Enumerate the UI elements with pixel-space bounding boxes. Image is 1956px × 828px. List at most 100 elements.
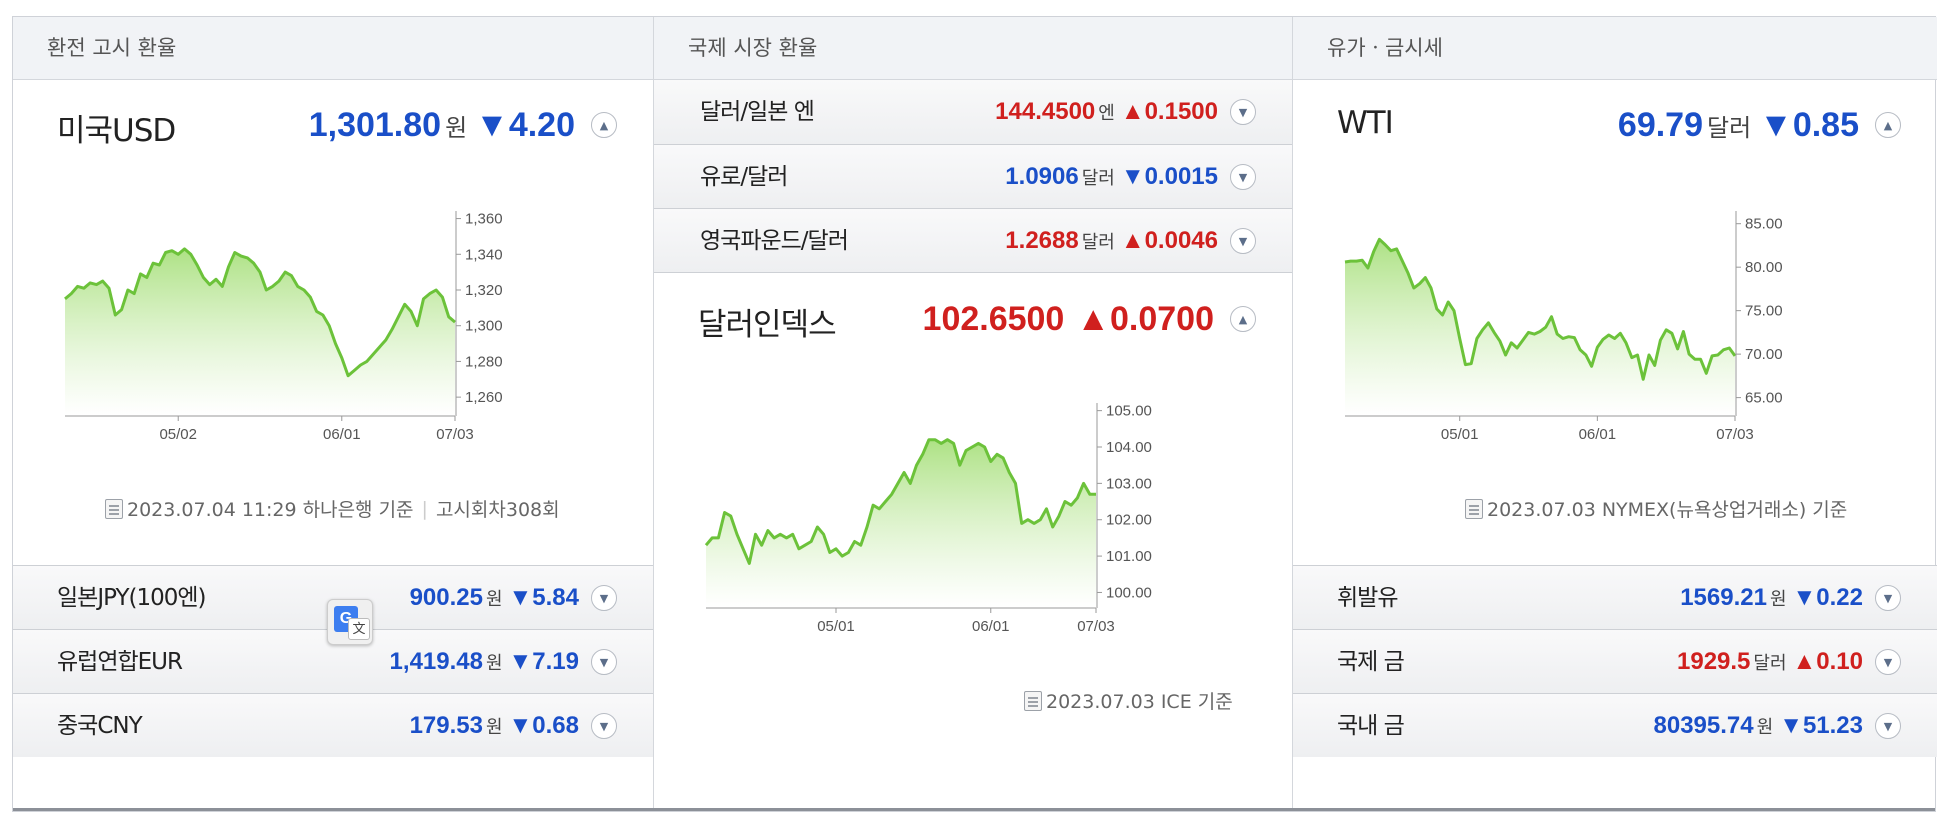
chevron-up-icon[interactable]: ▲ <box>591 112 617 138</box>
chevron-down-icon[interactable]: ▼ <box>591 713 617 739</box>
list-item-gbp-usd[interactable]: 영국파운드/달러 1.2688 달러 ▲0.0046 ▼ <box>654 208 1292 273</box>
x-tick-label: 07/03 <box>1716 426 1754 443</box>
list-item-usd-jpy[interactable]: 달러/일본 엔 144.4500 엔 ▲0.1500 ▼ <box>654 80 1292 144</box>
document-icon <box>105 498 123 519</box>
wti-name: WTI <box>1337 105 1394 141</box>
document-icon <box>1465 498 1483 519</box>
chevron-down-icon[interactable]: ▼ <box>1230 99 1256 125</box>
row-change: ▼0.68 <box>508 712 579 739</box>
row-unit: 달러 <box>1081 232 1115 253</box>
translate-zh-glyph: 文 <box>348 618 370 640</box>
list-item-jpy[interactable]: 일본JPY(100엔) 900.25 원 ▼5.84 ▼ <box>13 565 653 629</box>
chevron-down-icon[interactable]: ▼ <box>1875 585 1901 611</box>
row-unit: 원 <box>1756 717 1774 738</box>
dollar-index-main-line[interactable]: 달러인덱스 102.6500 ▲0.0700 ▲ <box>654 289 1292 349</box>
dollar-index-value: 102.6500 <box>922 299 1065 338</box>
y-tick-label: 103.00 <box>1106 475 1152 492</box>
y-tick-label: 85.00 <box>1745 216 1783 233</box>
x-tick-label: 06/01 <box>1579 426 1617 443</box>
x-tick-label: 07/03 <box>1077 618 1115 635</box>
row-name: 중국CNY <box>57 713 143 739</box>
intl-header[interactable]: 국제 시장 환율 <box>654 17 1292 80</box>
row-unit: 원 <box>485 589 503 610</box>
chevron-down-icon[interactable]: ▼ <box>1230 164 1256 190</box>
market-widget: 환전 고시 환율 미국USD 1,301.80 원 ▼4.20 ▲ 1,360 1… <box>12 16 1937 812</box>
row-change: ▼7.19 <box>508 648 579 675</box>
dollar-index-change: ▲0.0700 <box>1076 299 1214 338</box>
row-name: 국내 금 <box>1337 713 1405 739</box>
translate-icon[interactable]: G 文 <box>327 599 373 645</box>
x-tick-label: 07/03 <box>436 426 474 443</box>
y-tick-label: 105.00 <box>1106 403 1152 420</box>
list-item-gasoline[interactable]: 휘발유 1569.21 원 ▼0.22 ▼ <box>1293 565 1937 629</box>
row-change: ▼0.22 <box>1792 584 1863 611</box>
list-item-cny[interactable]: 중국CNY 179.53 원 ▼0.68 ▼ <box>13 693 653 757</box>
usd-note: 2023.07.04 11:29 하나은행 기준 | 고시회차308회 <box>105 495 560 522</box>
oil-header[interactable]: 유가ㆍ금시세 <box>1293 17 1937 80</box>
dollar-index-note: 2023.07.03 ICE 기준 <box>1024 687 1233 714</box>
x-tick-label: 05/01 <box>817 618 855 635</box>
series-line <box>1344 237 1737 381</box>
x-tick-label: 06/01 <box>972 618 1010 635</box>
row-change: ▼51.23 <box>1779 712 1863 739</box>
usd-value: 1,301.80 <box>308 105 442 144</box>
row-value: 179.53 <box>409 712 483 739</box>
row-name: 유럽연합EUR <box>57 649 183 675</box>
row-value: 144.4500 <box>995 98 1096 125</box>
x-tick-label: 05/02 <box>159 426 197 443</box>
row-change: ▼5.84 <box>508 584 579 611</box>
y-tick-label: 75.00 <box>1745 303 1783 320</box>
list-item-eur-usd[interactable]: 유로/달러 1.0906 달러 ▼0.0015 ▼ <box>654 144 1292 208</box>
y-tick-label: 101.00 <box>1106 548 1152 565</box>
row-change: ▼0.0015 <box>1120 163 1218 190</box>
chevron-down-icon[interactable]: ▼ <box>1875 649 1901 675</box>
dollar-index-note-date: 2023.07.03 ICE 기준 <box>1046 691 1233 713</box>
chevron-down-icon[interactable]: ▼ <box>1230 228 1256 254</box>
y-tick-label: 1,320 <box>465 282 503 299</box>
list-item-intl-gold[interactable]: 국제 금 1929.5 달러 ▲0.10 ▼ <box>1293 629 1937 693</box>
y-tick-label: 1,360 <box>465 211 503 228</box>
wti-value: 69.79 <box>1617 105 1703 144</box>
y-tick-label: 1,260 <box>465 389 503 406</box>
chevron-down-icon[interactable]: ▼ <box>591 585 617 611</box>
row-unit: 달러 <box>1753 653 1787 674</box>
row-name: 휘발유 <box>1337 585 1398 611</box>
exchange-header[interactable]: 환전 고시 환율 <box>13 17 653 80</box>
chevron-up-icon[interactable]: ▲ <box>1875 112 1901 138</box>
row-value: 80395.74 <box>1653 712 1754 739</box>
x-tick-label: 05/01 <box>1441 426 1479 443</box>
y-tick-label: 1,300 <box>465 318 503 335</box>
area-fill <box>1345 239 1735 415</box>
list-item-domestic-gold[interactable]: 국내 금 80395.74 원 ▼51.23 ▼ <box>1293 693 1937 757</box>
usd-unit: 원 <box>445 113 468 142</box>
usd-main-line[interactable]: 미국USD 1,301.80 원 ▼4.20 ▲ <box>13 95 653 155</box>
bottom-divider <box>13 808 1935 811</box>
dollar-index-name: 달러인덱스 <box>698 307 837 343</box>
row-name: 유로/달러 <box>700 164 788 190</box>
row-unit: 원 <box>1769 589 1787 610</box>
exchange-panel: 환전 고시 환율 미국USD 1,301.80 원 ▼4.20 ▲ 1,360 1… <box>13 17 653 811</box>
y-tick-label: 80.00 <box>1745 259 1783 276</box>
y-tick-label: 65.00 <box>1745 390 1783 407</box>
row-value: 1,419.48 <box>389 648 483 675</box>
wti-chart: 85.00 80.00 75.00 70.00 65.00 05/01 06/01 07/03 <box>1344 211 1783 443</box>
y-tick-label: 70.00 <box>1745 346 1783 363</box>
usd-note-date: 2023.07.04 11:29 하나은행 기준 <box>127 499 414 521</box>
row-change: ▲0.10 <box>1792 648 1863 675</box>
row-name: 국제 금 <box>1337 649 1405 675</box>
note-separator: | <box>421 497 428 520</box>
chevron-up-icon[interactable]: ▲ <box>1230 306 1256 332</box>
chevron-down-icon[interactable]: ▼ <box>591 649 617 675</box>
area-fill <box>706 439 1096 607</box>
row-value: 1.0906 <box>1005 163 1079 190</box>
wti-change: ▼0.85 <box>1759 105 1859 144</box>
usd-chart: 1,360 1,340 1,320 1,300 1,280 1,260 05/02 06/01… <box>64 211 503 443</box>
wti-main-line[interactable]: WTI 69.79 달러 ▼0.85 ▲ <box>1293 95 1937 155</box>
series-line <box>704 438 1096 565</box>
area-fill <box>65 248 455 415</box>
chevron-down-icon[interactable]: ▼ <box>1875 713 1901 739</box>
row-unit: 달러 <box>1081 168 1115 189</box>
row-name: 영국파운드/달러 <box>700 228 849 254</box>
row-value: 1929.5 <box>1677 648 1751 675</box>
wti-note-date: 2023.07.03 NYMEX(뉴욕상업거래소) 기준 <box>1487 499 1848 521</box>
